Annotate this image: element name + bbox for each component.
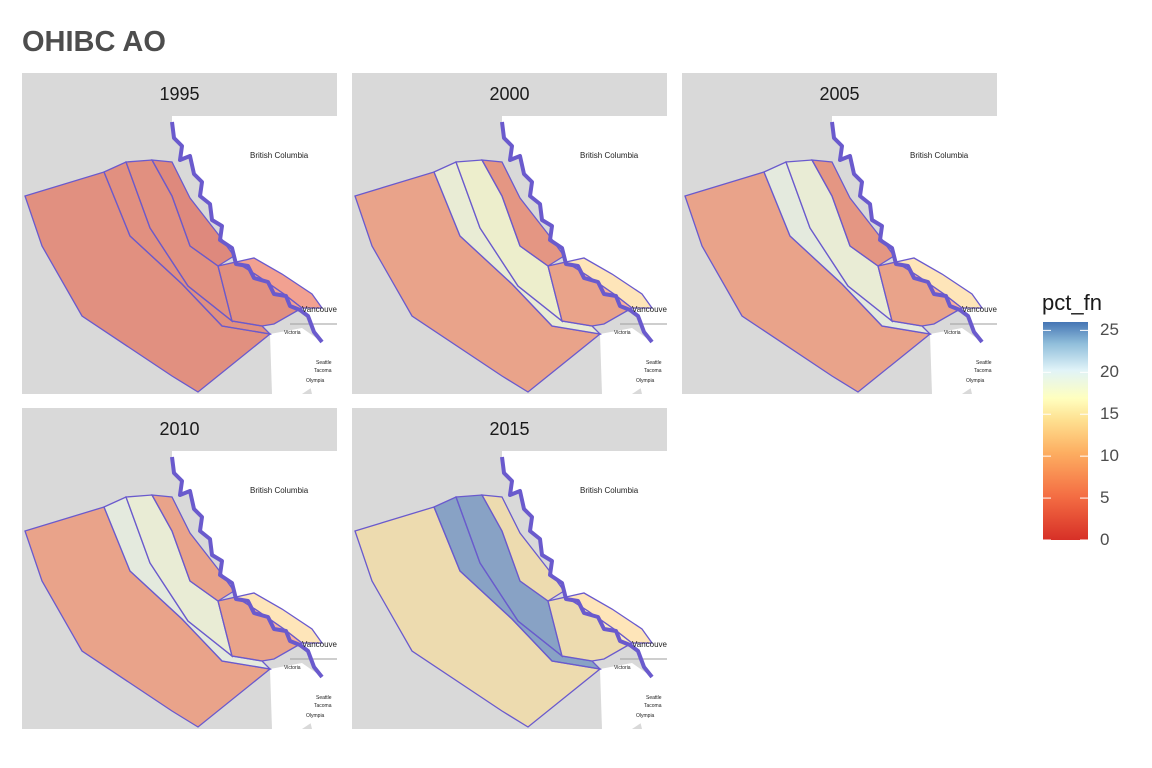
legend-tick-label: 25 bbox=[1100, 320, 1119, 340]
place-label-vancouver: Vancouver bbox=[302, 305, 337, 314]
facet-strip-label: 2015 bbox=[352, 408, 667, 451]
place-label-victoria: Victoria bbox=[284, 330, 301, 336]
place-label-olympia: Olympia bbox=[636, 378, 655, 384]
place-label-victoria: Victoria bbox=[614, 665, 631, 671]
coastline bbox=[500, 456, 654, 679]
legend-colorbar bbox=[1043, 322, 1088, 540]
facet-strip-label: 2010 bbox=[22, 408, 337, 451]
place-label-british-columbia: British Columbia bbox=[580, 151, 639, 160]
facet-panel-2000: 2000 British Columbia Vancouver Victoria Sea… bbox=[352, 73, 667, 394]
place-label-vancouver: Vancouver bbox=[962, 305, 997, 314]
place-label-olympia: Olympia bbox=[306, 713, 325, 719]
place-label-british-columbia: British Columbia bbox=[250, 486, 309, 495]
facet-panel-2010: 2010 British Columbia Vancouver Victoria Sea… bbox=[22, 408, 337, 729]
place-label-vancouver: Vancouver bbox=[632, 305, 667, 314]
place-label-olympia: Olympia bbox=[306, 378, 325, 384]
place-label-tacoma: Tacoma bbox=[314, 368, 332, 374]
place-label-seattle: Seattle bbox=[316, 360, 332, 366]
facet-strip-label: 2005 bbox=[682, 73, 997, 116]
place-label-british-columbia: British Columbia bbox=[580, 486, 639, 495]
place-label-british-columbia: British Columbia bbox=[910, 151, 969, 160]
place-label-olympia: Olympia bbox=[636, 713, 655, 719]
map-area: British Columbia Vancouver Victoria Seattle… bbox=[22, 451, 337, 729]
place-label-seattle: Seattle bbox=[646, 360, 662, 366]
place-label-tacoma: Tacoma bbox=[974, 368, 992, 374]
coastline bbox=[170, 456, 324, 679]
map-area: British Columbia Vancouver Victoria Seattle… bbox=[352, 451, 667, 729]
facet-panel-2005: 2005 British Columbia Vancouver Victoria Sea… bbox=[682, 73, 997, 394]
legend-tick-label: 15 bbox=[1100, 404, 1119, 424]
legend-title: pct_fn bbox=[1042, 290, 1102, 315]
map-area: British Columbia Vancouver Victoria Seattle… bbox=[682, 116, 997, 394]
page-title: OHIBC AO bbox=[22, 26, 166, 58]
place-label-victoria: Victoria bbox=[284, 665, 301, 671]
coastline bbox=[500, 121, 654, 344]
legend-tick-label: 5 bbox=[1100, 488, 1110, 508]
facet-strip-label: 2000 bbox=[352, 73, 667, 116]
place-label-british-columbia: British Columbia bbox=[250, 151, 309, 160]
place-label-victoria: Victoria bbox=[944, 330, 961, 336]
coastline bbox=[830, 121, 984, 344]
coastline bbox=[170, 121, 324, 344]
place-label-olympia: Olympia bbox=[966, 378, 985, 384]
map-area: British Columbia Vancouver Victoria Seattle… bbox=[22, 116, 337, 394]
place-label-victoria: Victoria bbox=[614, 330, 631, 336]
place-label-vancouver: Vancouver bbox=[632, 640, 667, 649]
facet-strip-label: 1995 bbox=[22, 73, 337, 116]
facet-panel-2015: 2015 British Columbia Vancouver Victoria Sea… bbox=[352, 408, 667, 729]
legend-tick-label: 0 bbox=[1100, 530, 1110, 549]
map-area: British Columbia Vancouver Victoria Seattle… bbox=[352, 116, 667, 394]
legend-tick-label: 20 bbox=[1100, 362, 1119, 382]
place-label-seattle: Seattle bbox=[316, 695, 332, 701]
legend-tick-label: 10 bbox=[1100, 446, 1119, 466]
place-label-tacoma: Tacoma bbox=[644, 703, 662, 709]
place-label-tacoma: Tacoma bbox=[644, 368, 662, 374]
place-label-tacoma: Tacoma bbox=[314, 703, 332, 709]
facet-panel-1995: 1995 British Columbia Vancouver Victoria Sea… bbox=[22, 73, 337, 394]
place-label-vancouver: Vancouver bbox=[302, 640, 337, 649]
place-label-seattle: Seattle bbox=[646, 695, 662, 701]
color-legend: pct_fn 25 20 15 10 5 0 bbox=[1040, 288, 1140, 568]
place-label-seattle: Seattle bbox=[976, 360, 992, 366]
